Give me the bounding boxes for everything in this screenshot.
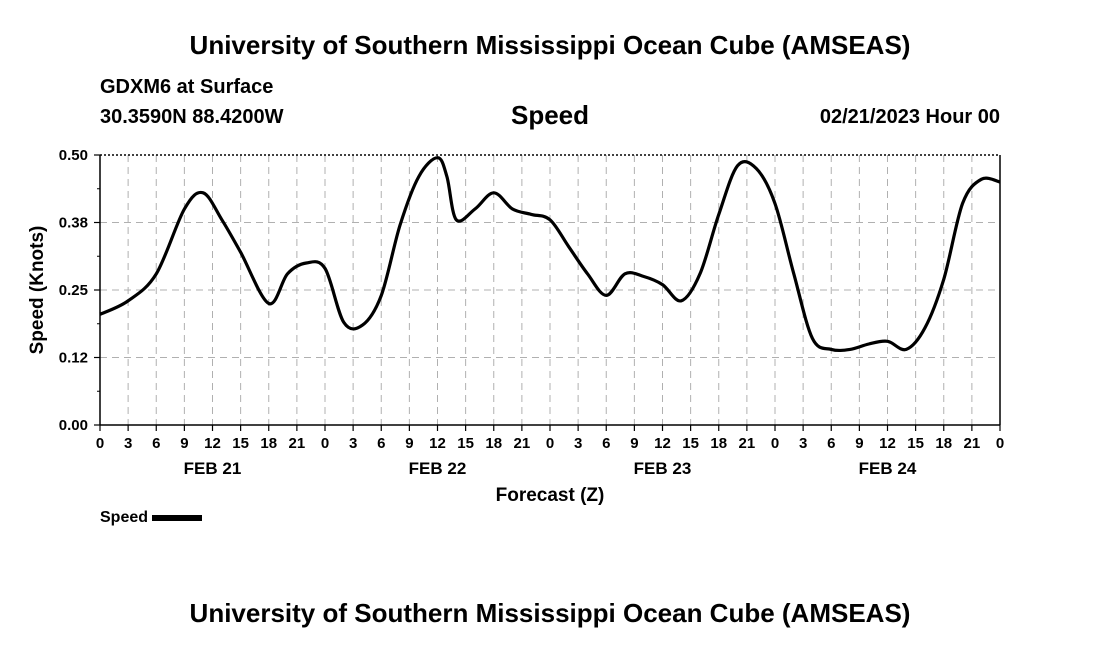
legend-label: Speed [100,509,149,526]
x-tick-label: 3 [799,435,807,452]
x-tick-label: 21 [739,435,756,452]
series [99,156,1001,353]
x-tick-label: 6 [377,435,385,452]
station-label: GDXM6 at Surface [100,76,274,98]
x-tick-label: 9 [405,435,413,452]
x-tick-label: 15 [682,435,699,452]
x-tick-label: 21 [514,435,531,452]
x-tick-label: 6 [152,435,160,452]
y-tick-label: 0.00 [59,417,88,434]
coordinates-label: 30.3590N 88.4200W [100,106,284,128]
x-tick-label: 0 [771,435,779,452]
x-tick-label: 12 [879,435,896,452]
x-tick-label: 9 [630,435,638,452]
x-tick-label: 0 [96,435,104,452]
x-tick-label: 6 [827,435,835,452]
x-tick-label: 0 [546,435,554,452]
x-tick-label: 0 [996,435,1004,452]
x-tick-label: 3 [124,435,132,452]
x-tick-label: 9 [855,435,863,452]
x-tick-label: 12 [204,435,221,452]
y-axis-title: Speed (Knots) [27,226,48,355]
x-day-label: FEB 22 [409,459,467,478]
x-tick-label: 15 [907,435,924,452]
x-tick-label: 18 [935,435,952,452]
legend: Speed [100,509,203,527]
x-tick-label: 12 [429,435,446,452]
x-tick-label: 15 [457,435,474,452]
x-tick-label: 21 [964,435,981,452]
x-tick-label: 15 [232,435,249,452]
grid [100,155,1000,425]
page-title: University of Southern Mississippi Ocean… [189,30,911,60]
x-tick-label: 3 [574,435,582,452]
x-tick-label: 12 [654,435,671,452]
x-day-label: FEB 23 [634,459,692,478]
x-tick-label: 9 [180,435,188,452]
x-tick-label: 18 [710,435,727,452]
x-tick-label: 18 [260,435,277,452]
footer-title: University of Southern Mississippi Ocean… [189,598,911,628]
x-day-label: FEB 24 [859,459,917,478]
y-tick-label: 0.25 [59,282,88,299]
x-tick-label: 3 [349,435,357,452]
issued-time-label: 02/21/2023 Hour 00 [819,106,1000,128]
x-day-label: FEB 21 [184,459,242,478]
legend-swatch [152,514,203,521]
y-tick-label: 0.38 [59,215,88,232]
x-tick-label: 0 [321,435,329,452]
y-tick-label: 0.50 [59,147,88,164]
series-line-speed [99,156,1001,353]
x-axis-title: Forecast (Z) [496,485,605,506]
chart-title: Speed [510,100,590,130]
x-tick-label: 21 [289,435,306,452]
x-tick-label: 6 [602,435,610,452]
axes: 0 3 6 9 12 15 18 21 0 3 6 9 12 15 18 21 0 3 6 9 12 15 18 21 0 3 6 9… [59,147,1004,478]
x-tick-label: 18 [485,435,502,452]
y-tick-label: 0.12 [59,350,88,367]
